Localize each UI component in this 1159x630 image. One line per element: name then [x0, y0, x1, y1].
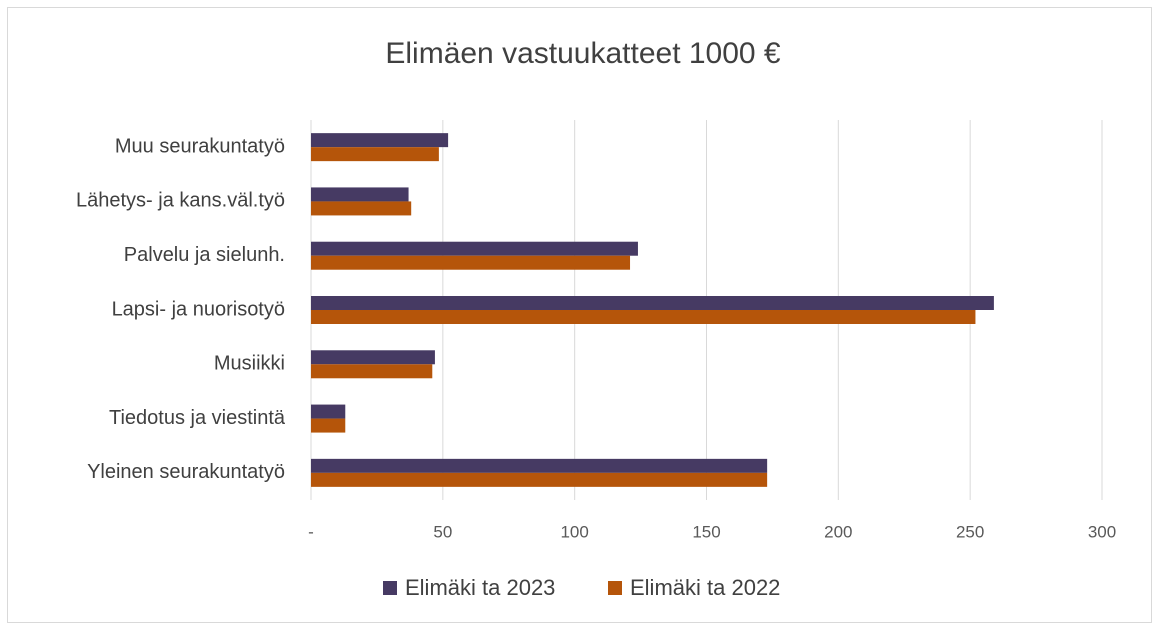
x-tick-label: - — [308, 522, 314, 541]
bar — [311, 418, 346, 433]
x-tick-label: 250 — [956, 522, 984, 541]
legend-label: Elimäki ta 2023 — [405, 575, 555, 600]
bar — [311, 147, 439, 162]
y-tick-label: Yleinen seurakuntatyö — [87, 461, 285, 483]
bar — [311, 404, 346, 419]
bar — [311, 350, 435, 365]
x-tick-label: 150 — [692, 522, 720, 541]
bar — [311, 472, 768, 487]
legend-marker — [608, 581, 622, 595]
x-tick-label: 50 — [433, 522, 452, 541]
bar — [311, 133, 449, 148]
bar — [311, 296, 994, 310]
y-tick-label: Lähetys- ja kans.väl.työ — [76, 190, 285, 212]
legend-label: Elimäki ta 2022 — [630, 575, 780, 600]
bar — [311, 458, 768, 473]
bar — [311, 364, 433, 379]
x-tick-label: 100 — [560, 522, 588, 541]
y-tick-label: Palvelu ja sielunh. — [124, 244, 285, 266]
legend-marker — [383, 581, 397, 595]
y-tick-label: Tiedotus ja viestintä — [109, 407, 286, 429]
y-tick-label: Musiikki — [214, 353, 285, 375]
y-tick-label: Muu seurakuntatyö — [115, 135, 285, 157]
bar — [311, 201, 412, 216]
chart-title: Elimäen vastuukatteet 1000 € — [385, 37, 781, 70]
bar — [311, 241, 638, 256]
x-tick-label: 300 — [1088, 522, 1116, 541]
x-tick-label: 200 — [824, 522, 852, 541]
bar — [311, 310, 976, 324]
y-tick-label: Lapsi- ja nuorisotyö — [112, 298, 285, 320]
bar — [311, 255, 631, 270]
bar — [311, 187, 409, 202]
